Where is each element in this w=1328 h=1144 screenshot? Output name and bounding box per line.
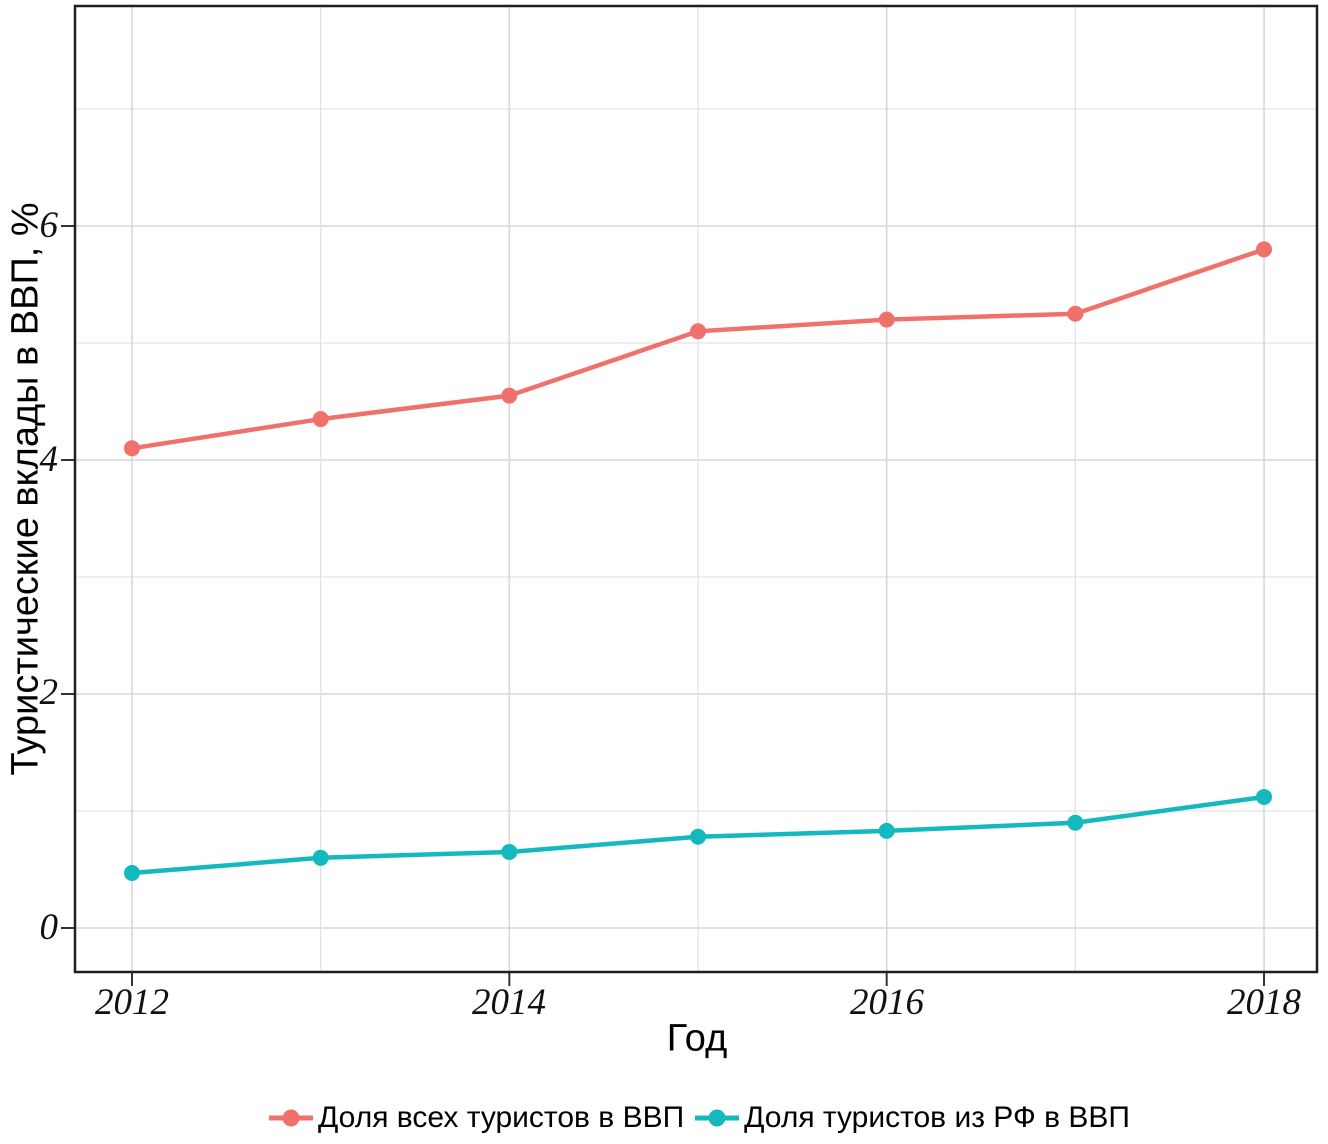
line-marker-icon	[269, 1109, 314, 1127]
x-tick-label-2016: 2016	[850, 982, 924, 1023]
legend-item-all-tourists: Доля всех туристов в ВВП	[268, 1101, 684, 1135]
data-point	[124, 440, 140, 457]
data-point	[312, 411, 329, 428]
data-point	[878, 822, 895, 839]
data-point	[690, 323, 707, 340]
y-axis-title: Туристические вклады в ВВП, %	[4, 202, 47, 776]
x-tick-label-2018: 2018	[1227, 982, 1301, 1023]
y-tick-label-6: 6	[39, 205, 59, 246]
y-tick-label-0: 0	[39, 907, 59, 948]
data-point	[878, 311, 895, 328]
data-point	[501, 387, 518, 404]
data-point	[690, 828, 707, 845]
line-marker-icon	[695, 1109, 740, 1127]
legend: Доля всех туристов в ВВП Доля туристов и…	[268, 1101, 1130, 1135]
data-point	[1067, 305, 1084, 322]
data-point	[312, 849, 329, 866]
data-point	[501, 843, 518, 860]
data-point	[1067, 814, 1084, 831]
data-point	[124, 865, 140, 882]
panel-border	[73, 4, 1319, 974]
legend-label-rf-tourists: Доля туристов из РФ в ВВП	[744, 1101, 1130, 1134]
legend-item-rf-tourists: Доля туристов из РФ в ВВП	[694, 1101, 1130, 1135]
data-point	[1256, 788, 1273, 805]
x-tick-label-2012: 2012	[95, 982, 169, 1023]
x-axis-title: Год	[666, 1017, 728, 1060]
y-tick-label-2: 2	[39, 672, 59, 713]
y-tick-label-4: 4	[39, 439, 59, 480]
data-point	[1256, 241, 1273, 258]
x-tick-label-2014: 2014	[472, 982, 546, 1023]
legend-label-all-tourists: Доля всех туристов в ВВП	[318, 1101, 685, 1134]
